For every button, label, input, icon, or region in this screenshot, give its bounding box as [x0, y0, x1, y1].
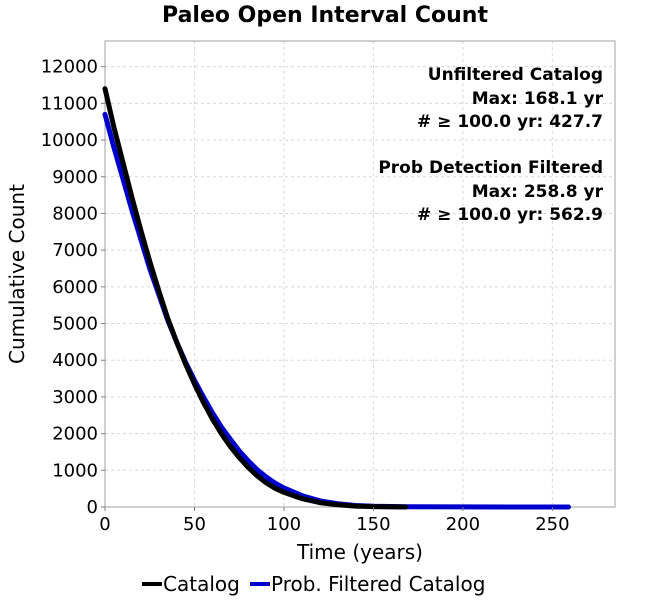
y-tick-label: 6000	[52, 277, 98, 298]
chart-title: Paleo Open Interval Count	[162, 3, 488, 28]
annotation-filtered-max: Max: 258.8 yr	[472, 182, 604, 202]
x-tick-label: 50	[183, 514, 206, 535]
x-tick-label: 150	[356, 514, 390, 535]
x-tick-label: 0	[99, 514, 110, 535]
annotations: Unfiltered Catalog Max: 168.1 yr # ≥ 100…	[378, 65, 603, 225]
y-tick-label: 9000	[52, 167, 98, 188]
annotation-unfiltered-heading: Unfiltered Catalog	[428, 65, 603, 85]
y-tick-label: 1000	[52, 460, 98, 481]
y-tick-label: 12000	[41, 57, 98, 78]
y-tick-label: 5000	[52, 314, 98, 335]
x-axis-label: Time (years)	[296, 540, 423, 564]
x-tick-label: 200	[446, 514, 480, 535]
y-tick-label: 10000	[41, 130, 98, 151]
annotation-unfiltered-max: Max: 168.1 yr	[472, 89, 604, 109]
series-layer	[102, 86, 571, 510]
annotation-filtered-count: # ≥ 100.0 yr: 562.9	[417, 205, 603, 225]
y-tick-label: 4000	[52, 350, 98, 371]
y-tick-label: 3000	[52, 387, 98, 408]
x-tick-label: 250	[535, 514, 569, 535]
y-tick-label: 11000	[41, 93, 98, 114]
y-tick-label: 7000	[52, 240, 98, 261]
y-tick-label: 0	[87, 497, 98, 518]
y-tick-label: 2000	[52, 424, 98, 445]
annotation-unfiltered-count: # ≥ 100.0 yr: 427.7	[417, 112, 603, 132]
x-tick-label: 100	[267, 514, 301, 535]
tick-layer: 0 50 100 150 200 250 0 1000 2000 3000 4000 5000 6000…	[41, 57, 570, 535]
annotation-filtered-heading: Prob Detection Filtered	[378, 158, 603, 178]
grid	[105, 41, 615, 507]
series-line-catalog	[102, 86, 409, 510]
legend: Catalog Prob. Filtered Catalog	[142, 572, 485, 596]
y-axis-label: Cumulative Count	[5, 184, 29, 364]
legend-label-filtered: Prob. Filtered Catalog	[271, 572, 485, 596]
y-tick-label: 8000	[52, 203, 98, 224]
legend-label-catalog: Catalog	[163, 572, 240, 596]
plot-frame	[104, 40, 616, 508]
